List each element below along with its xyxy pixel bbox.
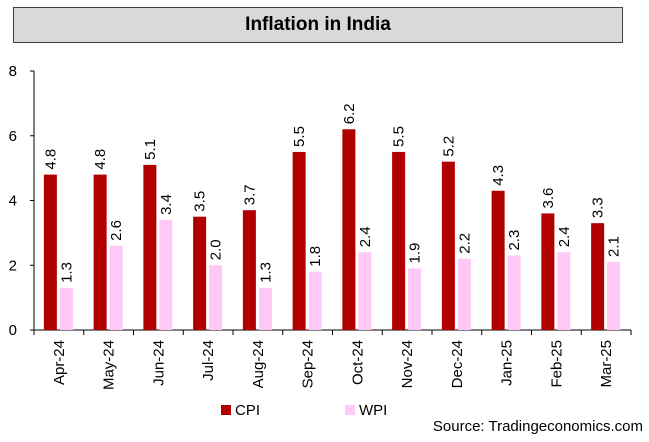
wpi-data-label: 2.2 (456, 233, 473, 254)
cpi-bar (591, 223, 605, 330)
cpi-bar (342, 129, 356, 330)
wpi-data-label: 1.9 (407, 243, 424, 264)
legend-cpi-swatch (221, 405, 231, 415)
x-category-label: May-24 (101, 340, 118, 390)
wpi-bar (159, 219, 173, 330)
x-category-label: Aug-24 (250, 340, 267, 388)
y-tick-label: 4 (9, 193, 17, 210)
wpi-bar (109, 245, 123, 330)
cpi-bar (441, 161, 455, 330)
wpi-data-label: 2.1 (606, 236, 623, 257)
chart-title-box: Inflation in India (13, 7, 623, 43)
wpi-bar (408, 268, 422, 330)
wpi-data-label: 2.4 (556, 226, 573, 247)
x-category-label: Mar-25 (598, 340, 615, 388)
wpi-data-label: 1.8 (307, 246, 324, 267)
cpi-bar (541, 213, 555, 330)
chart-title: Inflation in India (245, 14, 391, 35)
cpi-data-label: 3.6 (540, 188, 557, 209)
cpi-data-label: 6.2 (341, 103, 358, 124)
x-category-label: Dec-24 (449, 340, 466, 388)
cpi-data-label: 4.8 (92, 149, 109, 170)
x-category-label: Nov-24 (399, 340, 416, 388)
cpi-data-label: 4.3 (490, 165, 507, 186)
x-category-label: Oct-24 (349, 340, 366, 385)
wpi-data-label: 1.3 (58, 262, 75, 283)
source-note: Source: Tradingeconomics.com (432, 418, 643, 435)
x-category-label: Apr-24 (51, 340, 68, 385)
cpi-data-label: 4.8 (42, 149, 59, 170)
cpi-bar (93, 174, 107, 330)
wpi-data-label: 3.4 (158, 194, 175, 215)
cpi-bar (491, 190, 505, 330)
y-tick-label: 6 (9, 128, 17, 145)
cpi-data-label: 5.1 (142, 139, 159, 160)
wpi-data-label: 2.3 (506, 230, 523, 251)
wpi-bar (358, 252, 372, 330)
cpi-data-label: 3.3 (590, 197, 607, 218)
wpi-bar (457, 258, 471, 330)
wpi-bar (258, 287, 272, 330)
wpi-bar (557, 252, 571, 330)
wpi-data-label: 2.4 (357, 226, 374, 247)
legend-wpi-swatch (345, 405, 355, 415)
cpi-data-label: 3.5 (192, 191, 209, 212)
cpi-bar (242, 210, 256, 330)
y-tick-label: 2 (9, 257, 17, 274)
cpi-data-label: 5.2 (440, 136, 457, 157)
cpi-data-label: 3.7 (241, 184, 258, 205)
wpi-data-label: 2.0 (208, 239, 225, 260)
wpi-bar (607, 262, 621, 330)
x-category-label: Jul-24 (200, 340, 217, 381)
cpi-bar (143, 164, 157, 330)
wpi-data-label: 2.6 (108, 220, 125, 241)
y-tick-label: 8 (9, 63, 17, 80)
y-tick-label: 0 (9, 322, 17, 339)
x-category-label: Jun-24 (150, 340, 167, 386)
wpi-bar (308, 271, 322, 330)
wpi-bar (507, 255, 521, 330)
cpi-bar (43, 174, 57, 330)
cpi-data-label: 5.5 (291, 126, 308, 147)
cpi-bar (392, 151, 406, 330)
cpi-data-label: 5.5 (391, 126, 408, 147)
cpi-bar (193, 216, 207, 330)
legend-cpi-label: CPI (235, 402, 260, 419)
wpi-bar (209, 265, 223, 330)
x-category-label: Feb-25 (548, 340, 565, 388)
x-category-label: Sep-24 (300, 340, 317, 388)
x-category-label: Jan-25 (499, 340, 516, 386)
wpi-data-label: 1.3 (257, 262, 274, 283)
wpi-bar (59, 287, 73, 330)
legend-wpi-label: WPI (359, 402, 387, 419)
cpi-bar (292, 151, 306, 330)
